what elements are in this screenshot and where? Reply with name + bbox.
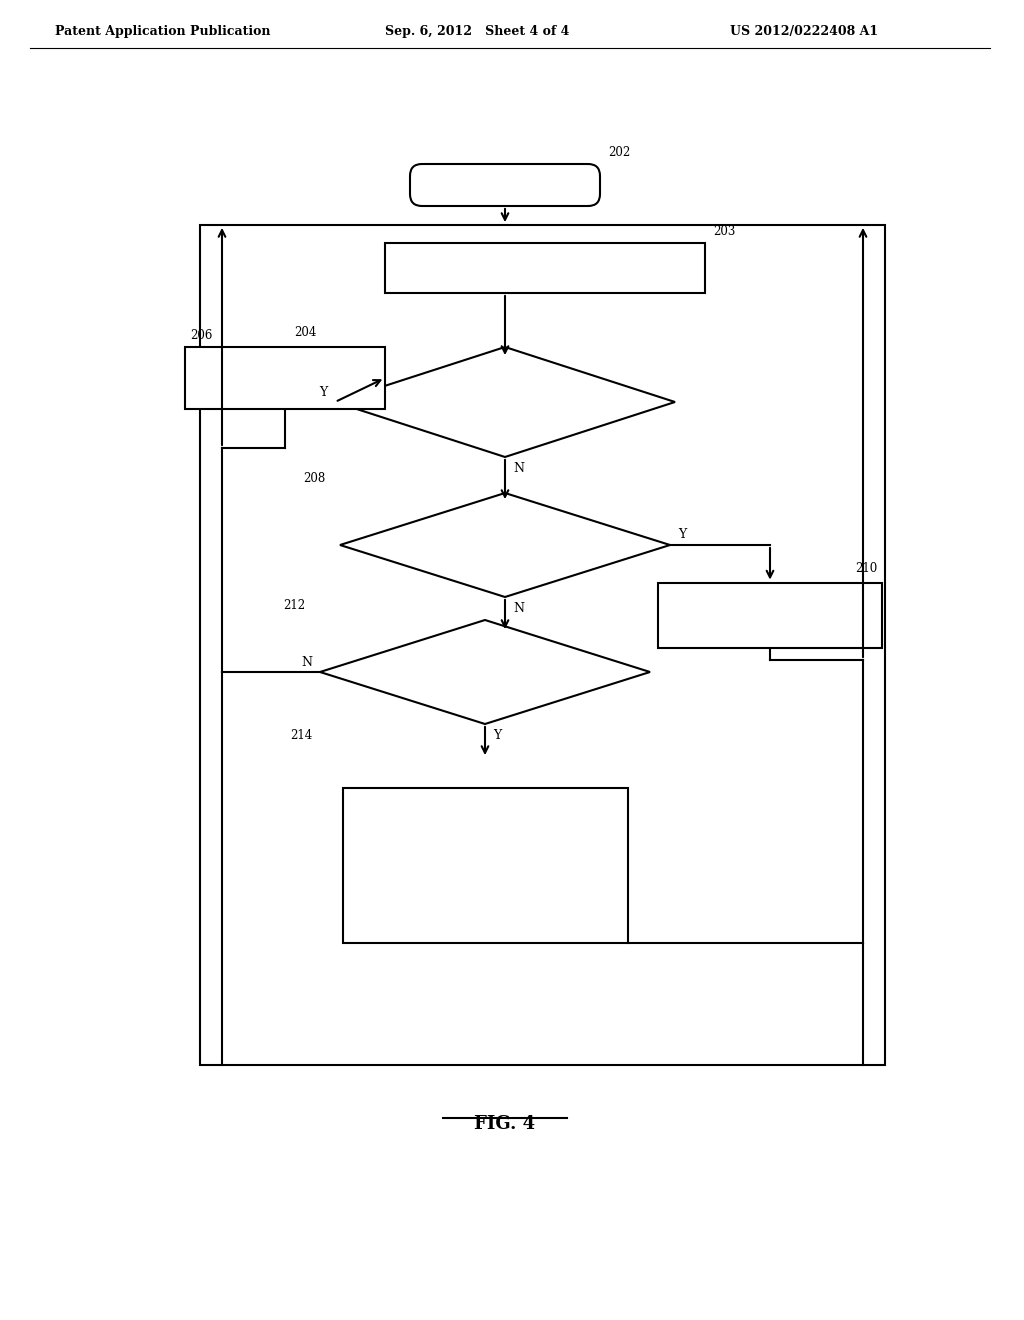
Text: Y: Y bbox=[318, 385, 327, 399]
Text: Y: Y bbox=[678, 528, 686, 541]
Text: N: N bbox=[513, 602, 524, 615]
Text: US 2012/0222408 A1: US 2012/0222408 A1 bbox=[730, 25, 879, 38]
Bar bbox=[657, 582, 883, 648]
Text: Sep. 6, 2012   Sheet 4 of 4: Sep. 6, 2012 Sheet 4 of 4 bbox=[385, 25, 569, 38]
FancyBboxPatch shape bbox=[410, 164, 600, 206]
Text: 214: 214 bbox=[290, 729, 312, 742]
Text: N: N bbox=[513, 462, 524, 475]
Text: 208: 208 bbox=[303, 473, 325, 484]
Text: 210: 210 bbox=[855, 561, 878, 574]
Polygon shape bbox=[335, 347, 675, 457]
Bar bbox=[385, 243, 705, 293]
Text: 202: 202 bbox=[608, 147, 630, 158]
Text: FIG. 4: FIG. 4 bbox=[474, 1115, 536, 1133]
Bar bbox=[185, 347, 385, 409]
Text: Patent Application Publication: Patent Application Publication bbox=[55, 25, 270, 38]
Text: 206: 206 bbox=[190, 329, 212, 342]
Text: 212: 212 bbox=[283, 599, 305, 612]
Text: N: N bbox=[301, 656, 312, 668]
Text: 204: 204 bbox=[295, 326, 317, 339]
Text: Y: Y bbox=[493, 729, 502, 742]
Bar bbox=[200, 224, 885, 1065]
Polygon shape bbox=[319, 620, 650, 723]
Bar bbox=[342, 788, 628, 942]
Text: 203: 203 bbox=[713, 224, 735, 238]
Polygon shape bbox=[340, 492, 670, 597]
